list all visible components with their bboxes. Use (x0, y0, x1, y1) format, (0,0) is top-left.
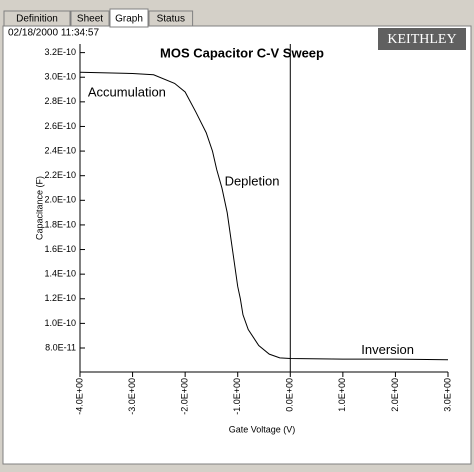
y-tick-label: 1.2E-10 (44, 293, 76, 303)
tab[interactable] (70, 10, 110, 27)
x-tick-label: 1.0E+00 (337, 378, 347, 412)
x-tick-label: 3.0E+00 (442, 378, 452, 412)
y-tick-label: 1.8E-10 (44, 219, 76, 229)
logo-box (378, 28, 466, 50)
annotation: Inversion (361, 342, 414, 357)
tab-bar: Definition Sheet Graph Status (3, 8, 194, 28)
y-axis-label: Capacitance (F) (34, 176, 44, 240)
y-tick-label: 3.2E-10 (44, 47, 76, 57)
panel (2, 25, 472, 465)
chart-title: MOS Capacitor C-V Sweep (160, 45, 324, 60)
timestamp: 02/18/2000 11:34:57 (8, 28, 99, 39)
tab[interactable] (3, 10, 71, 27)
y-tick-label: 1.6E-10 (44, 244, 76, 254)
tab-label: Definition (16, 14, 58, 25)
y-tick-label: 1.0E-10 (44, 318, 76, 328)
x-tick-label: -3.0E+00 (127, 378, 137, 415)
y-tick-label: 8.0E-11 (45, 342, 76, 352)
y-tick-label: 2.6E-10 (44, 121, 76, 131)
annotation: Depletion (225, 173, 280, 188)
y-tick-label: 1.4E-10 (44, 269, 76, 279)
y-tick-label: 3.0E-10 (44, 72, 76, 82)
cv-curve (79, 71, 449, 361)
tab-label: Sheet (77, 14, 103, 25)
y-tick-label: 2.8E-10 (44, 96, 76, 106)
y-tick-label: 2.2E-10 (44, 170, 76, 180)
x-axis-label: Gate Voltage (V) (229, 424, 296, 434)
tab[interactable] (109, 8, 149, 28)
tab[interactable] (148, 10, 194, 27)
y-tick-label: 2.0E-10 (44, 195, 76, 205)
x-tick-label: 2.0E+00 (390, 378, 400, 412)
plot: 3.2E-10 3.0E-10 2.8E-10 2.6E-10 2.4E-10 2.2E-… (44, 44, 452, 415)
logo: KEITHLEY (387, 32, 456, 47)
x-tick-label: -4.0E+00 (74, 378, 84, 415)
y-tick-label: 2.4E-10 (44, 145, 76, 155)
tab-label: Graph (115, 14, 143, 25)
x-tick-label: 0.0E+00 (285, 378, 295, 412)
x-tick-label: -2.0E+00 (180, 378, 190, 415)
x-tick-label: -1.0E+00 (232, 378, 242, 415)
tab-label: Status (157, 14, 185, 25)
annotation: Accumulation (88, 85, 166, 100)
